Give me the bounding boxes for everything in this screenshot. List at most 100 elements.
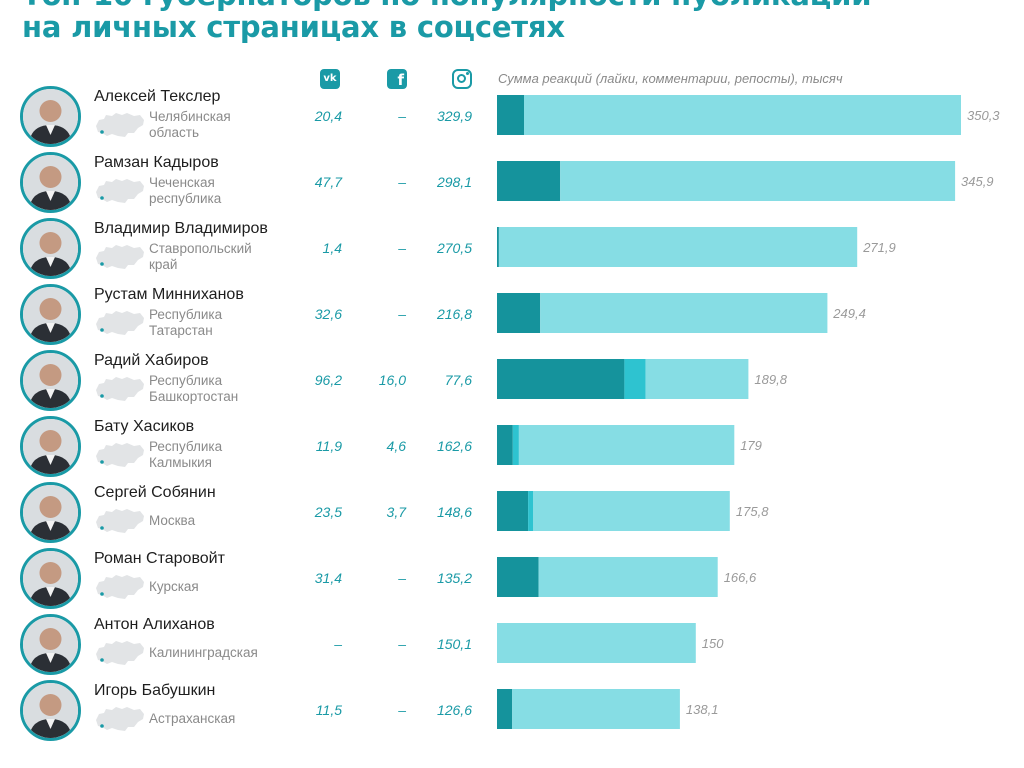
governor-region-line: Республика <box>149 307 223 322</box>
governor-row: Сергей Собянин Москва 23,5 3,7 148,6 <box>0 479 1024 545</box>
governor-name: Роман Старовойт <box>94 550 225 567</box>
governor-row: Владимир Владимиров Ставропольский край 1,4… <box>0 215 1024 281</box>
ig-value: 329,9 <box>436 108 472 124</box>
portrait-shirt <box>46 653 55 663</box>
bar-segment-vk <box>497 491 529 531</box>
governor-avatar <box>20 680 81 741</box>
governor-avatar <box>20 416 81 477</box>
portrait-face <box>39 364 62 386</box>
governor-avatar <box>20 548 81 609</box>
russia-map-icon <box>96 245 144 269</box>
region-dot <box>100 394 104 398</box>
ig-value: 126,6 <box>436 702 472 718</box>
governor-region-line: Москва <box>149 513 196 528</box>
governor-region-line: Курская <box>149 579 199 594</box>
vk-value: 31,4 <box>314 570 342 586</box>
russia-map-icon <box>96 377 144 401</box>
ig-value: 216,8 <box>436 306 472 322</box>
governor-row: Рамзан Кадыров Чеченская республика 47,7 – 29… <box>0 149 1024 215</box>
portrait-shirt <box>46 455 55 465</box>
ig-value: 270,5 <box>436 240 472 256</box>
governor-region-line: Челябинская <box>149 109 231 124</box>
portrait-face <box>39 298 62 320</box>
governor-row: Игорь Бабушкин Астраханская 11,5 – 126,6 <box>0 677 1024 743</box>
portrait-face <box>39 628 62 650</box>
region-dot <box>100 196 104 200</box>
russia-map-icon <box>96 443 144 467</box>
governor-region-line: Калмыкия <box>149 455 212 470</box>
bar-total-label: 249,4 <box>832 306 866 321</box>
governor-avatar <box>20 152 81 213</box>
region-dot <box>100 130 104 134</box>
ig-value: 298,1 <box>436 174 472 190</box>
bar-total-label: 350,3 <box>967 108 1000 123</box>
governor-avatar <box>20 218 81 279</box>
governor-avatar <box>20 350 81 411</box>
fb-value: 16,0 <box>378 372 406 388</box>
portrait-face <box>39 166 62 188</box>
fb-value: – <box>398 702 406 718</box>
governor-row: Антон Алиханов Калининградская – – 150,1 <box>0 611 1024 677</box>
region-dot <box>100 328 104 332</box>
bar-segment-instagram <box>645 359 749 399</box>
fb-value: – <box>398 636 406 652</box>
ig-value: 148,6 <box>436 504 472 520</box>
vk-value: 32,6 <box>314 306 342 322</box>
bar-segment-facebook <box>624 359 646 399</box>
portrait-shirt <box>46 191 55 201</box>
governor-region-line: Астраханская <box>149 711 236 726</box>
bar-segment-instagram <box>512 689 680 729</box>
fb-value: 4,6 <box>386 438 406 454</box>
region-dot <box>100 526 104 530</box>
vk-value: 23,5 <box>314 504 342 520</box>
portrait-face <box>39 232 62 254</box>
portrait-face <box>39 562 62 584</box>
russia-map-icon <box>96 707 144 731</box>
governor-region-line: Калининградская <box>149 645 258 660</box>
governor-avatar <box>20 284 81 345</box>
bar-segment-vk <box>497 161 561 201</box>
bar-total-label: 138,1 <box>686 702 719 717</box>
governor-name: Сергей Собянин <box>94 484 216 501</box>
bar-segment-instagram <box>540 293 828 333</box>
ig-value: 77,6 <box>444 372 472 388</box>
bar-segment-vk <box>497 557 539 597</box>
bar-segment-vk <box>497 293 541 333</box>
governor-name: Антон Алиханов <box>94 616 215 633</box>
governor-avatar <box>20 614 81 675</box>
governor-name: Радий Хабиров <box>94 352 209 369</box>
bar-segment-instagram <box>524 95 961 135</box>
governor-region-line: Чеченская <box>149 175 215 190</box>
vk-value: 96,2 <box>314 372 342 388</box>
vk-value: 47,7 <box>314 174 342 190</box>
governor-avatar <box>20 86 81 147</box>
vk-value: 1,4 <box>322 240 342 256</box>
vk-value: – <box>334 636 342 652</box>
ig-value: 135,2 <box>436 570 472 586</box>
vk-value: 11,5 <box>315 702 342 718</box>
portrait-shirt <box>46 521 55 531</box>
instagram-icon <box>452 69 472 89</box>
governor-name: Рустам Минниханов <box>94 286 244 303</box>
governor-name: Игорь Бабушкин <box>94 682 216 699</box>
bar-segment-vk <box>497 425 513 465</box>
governor-region-line: область <box>149 125 199 140</box>
bar-segment-vk <box>497 359 625 399</box>
fb-value: 3,7 <box>386 504 406 520</box>
portrait-shirt <box>46 323 55 333</box>
ig-value: 150,1 <box>436 636 472 652</box>
bar-segment-vk <box>497 95 524 135</box>
governor-row: Алексей Текслер Челябинская область 20,4 – 32… <box>0 83 1024 149</box>
governor-avatar <box>20 482 81 543</box>
governor-region-line: Ставропольский <box>149 241 252 256</box>
portrait-face <box>39 430 62 452</box>
region-dot <box>100 592 104 596</box>
bar-total-label: 179 <box>740 438 762 453</box>
governor-region-line: край <box>149 257 178 272</box>
bar-total-label: 175,8 <box>736 504 769 519</box>
governor-row: Бату Хасиков Республика Калмыкия 11,9 4,6 162… <box>0 413 1024 479</box>
portrait-face <box>39 496 62 518</box>
portrait-shirt <box>46 719 55 729</box>
bar-segment-instagram <box>497 623 696 663</box>
vk-value: 20,4 <box>314 108 342 124</box>
